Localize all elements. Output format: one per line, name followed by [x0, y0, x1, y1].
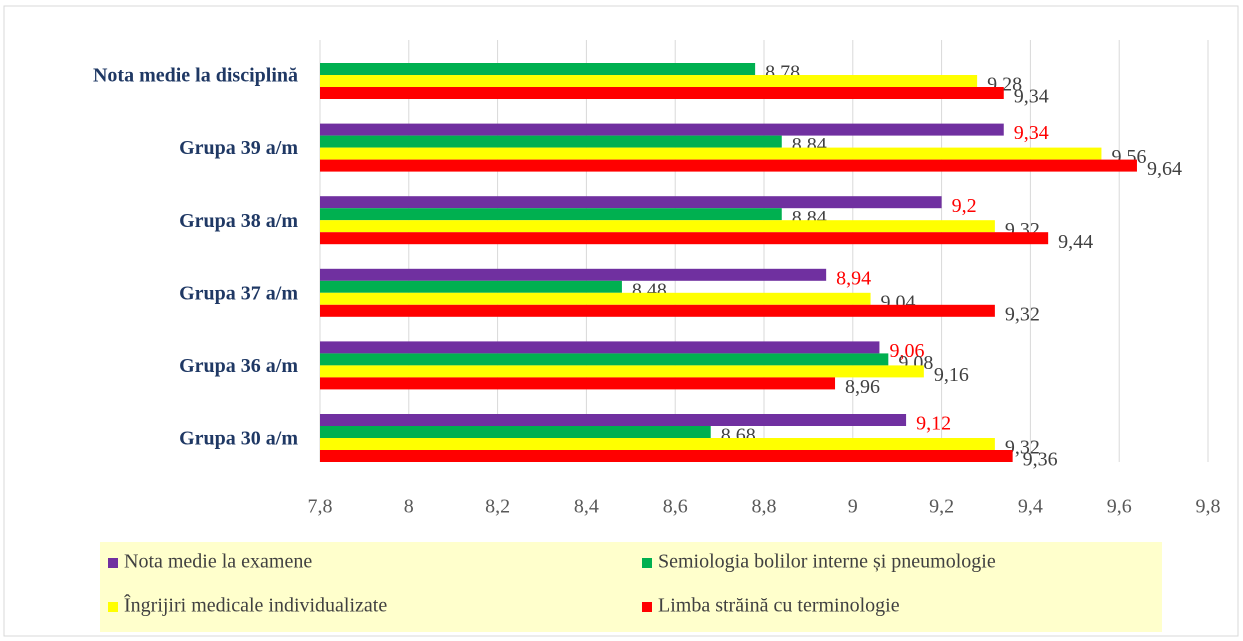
bar	[320, 63, 756, 75]
value-label: 8,94	[836, 267, 871, 289]
bar	[320, 75, 978, 87]
x-tick-label: 9,4	[1018, 496, 1043, 518]
bar	[320, 135, 782, 148]
bar	[320, 353, 889, 366]
bar	[320, 208, 782, 221]
value-label: 9,32	[1005, 303, 1040, 325]
bar	[320, 377, 836, 390]
value-label: 9,12	[916, 413, 951, 435]
y-tick-label: Grupa 36 a/m	[179, 355, 298, 377]
x-tick-label: 8	[404, 496, 414, 518]
bar	[320, 438, 995, 450]
y-tick-label: Grupa 38 a/m	[179, 210, 298, 232]
value-label: 9,32	[1005, 437, 1040, 459]
y-tick-label: Grupa 37 a/m	[179, 282, 298, 304]
legend-swatch	[642, 558, 652, 568]
legend-swatch	[108, 558, 118, 568]
value-label: 9,44	[1058, 231, 1093, 253]
bar	[320, 450, 1013, 462]
x-tick-label: 7,8	[308, 496, 333, 518]
bar	[320, 280, 622, 293]
x-tick-label: 9,6	[1107, 496, 1132, 518]
bar	[320, 268, 827, 281]
value-label: 8,96	[845, 376, 880, 398]
bar	[320, 147, 1102, 160]
value-label: 9,16	[934, 364, 969, 386]
bar	[320, 196, 942, 209]
x-tick-label: 8,6	[663, 496, 688, 518]
value-label: 9,64	[1147, 158, 1182, 180]
legend-label: Limba străină cu terminologie	[658, 595, 900, 617]
bar	[320, 426, 711, 438]
y-tick-label: Nota medie la disciplină	[93, 65, 298, 87]
bar	[320, 220, 995, 233]
value-label: 9,36	[1023, 449, 1058, 471]
value-label: 9,34	[1014, 86, 1049, 108]
legend-label: Nota medie la examene	[124, 551, 312, 573]
bar	[320, 87, 1004, 99]
x-tick-label: 9	[848, 496, 858, 518]
y-tick-label: Grupa 30 a/m	[179, 428, 298, 450]
bar	[320, 365, 924, 378]
x-tick-label: 8,2	[485, 496, 510, 518]
bar	[320, 304, 995, 317]
y-tick-label: Grupa 39 a/m	[179, 137, 298, 159]
legend-label: Îngrijiri medicale individualizate	[124, 594, 387, 617]
value-label: 9,2	[952, 195, 977, 217]
chart-border	[3, 5, 1239, 637]
x-tick-label: 9,2	[929, 496, 954, 518]
legend-swatch	[642, 602, 652, 612]
x-tick-label: 8,4	[574, 496, 599, 518]
bar	[320, 159, 1137, 172]
legend-swatch	[108, 602, 118, 612]
legend-background	[100, 542, 1162, 632]
x-tick-label: 8,8	[752, 496, 777, 518]
bar	[320, 232, 1049, 245]
bar	[320, 341, 880, 354]
bar	[320, 414, 907, 426]
value-label: 9,34	[1014, 122, 1049, 144]
bar	[320, 123, 1004, 136]
value-label: 9,06	[889, 340, 924, 362]
x-tick-label: 9,8	[1196, 496, 1221, 518]
bar	[320, 292, 871, 305]
legend-label: Semiologia bolilor interne și pneumologi…	[658, 551, 996, 573]
